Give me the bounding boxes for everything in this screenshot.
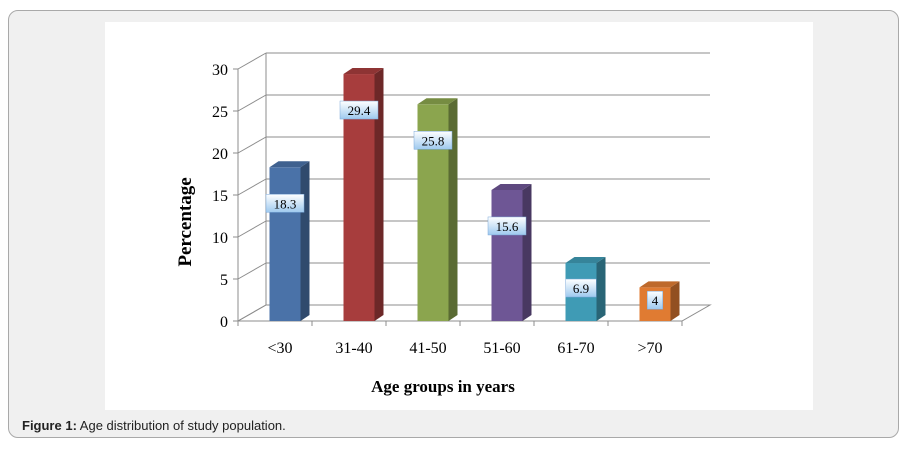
x-tick-label: 51-60 — [483, 340, 520, 357]
bar-front — [491, 189, 523, 321]
data-label: 18.3 — [265, 194, 305, 213]
bars — [269, 68, 680, 321]
x-tick-label: <30 — [267, 340, 292, 357]
figure-caption: Figure 1: Age distribution of study popu… — [22, 418, 286, 433]
data-label-text: 4 — [652, 293, 659, 308]
y-tick-label: 15 — [212, 188, 228, 205]
gridline-diagonal — [237, 262, 267, 280]
gridline-diagonal — [237, 52, 267, 70]
bar-top — [343, 68, 384, 75]
y-tick-label: 30 — [212, 62, 228, 79]
bar-side — [596, 257, 606, 321]
data-labels: 18.3 29.4 25.8 15.6 6.9 4 — [265, 100, 663, 310]
chart-panel: 0 5 10 15 20 25 30 <30 31-40 41-50 51-60 61-70 >70 1… — [105, 22, 813, 410]
data-label-box — [565, 278, 597, 298]
gridline-diagonal — [237, 94, 267, 112]
data-label-box — [265, 194, 305, 213]
bar-side — [448, 98, 458, 321]
bar-top — [269, 161, 310, 168]
bar-side — [300, 161, 310, 321]
gridline-diagonal — [237, 220, 267, 238]
data-label-text: 29.4 — [348, 103, 371, 118]
y-axis-title: Percentage — [175, 177, 196, 266]
bar-front — [269, 167, 301, 321]
data-label-text: 15.6 — [496, 219, 519, 234]
data-label-box — [647, 290, 663, 310]
bar-side — [374, 68, 384, 321]
y-tick-label: 20 — [212, 146, 228, 163]
data-label: 4 — [647, 290, 663, 310]
data-label: 25.8 — [413, 131, 453, 150]
bar-chart: 0 5 10 15 20 25 30 <30 31-40 41-50 51-60 61-70 >70 1… — [175, 52, 712, 396]
bar-side — [522, 183, 532, 321]
bar-51-60 — [491, 183, 532, 321]
data-label-box — [413, 131, 453, 150]
data-label: 6.9 — [565, 278, 597, 298]
data-label-text: 6.9 — [573, 281, 589, 296]
bar-top — [639, 281, 680, 288]
bar-top — [417, 98, 458, 105]
y-tick-label: 0 — [220, 314, 228, 331]
x-tick-label: 61-70 — [557, 340, 594, 357]
data-label-text: 18.3 — [274, 196, 297, 211]
x-axis-title: Age groups in years — [371, 377, 515, 396]
bar-top — [565, 257, 606, 264]
data-label: 15.6 — [487, 216, 527, 236]
data-label-box — [339, 100, 379, 120]
y-tick-label: 25 — [212, 104, 228, 121]
bar-top — [491, 183, 532, 190]
caption-text: Age distribution of study population. — [76, 418, 286, 433]
data-label: 29.4 — [339, 100, 379, 120]
data-label-box — [487, 216, 527, 236]
x-tick-label: >70 — [637, 340, 662, 357]
axes: 0 5 10 15 20 25 30 <30 31-40 41-50 51-60 61-70 >70 — [212, 62, 712, 357]
y-tick-label: 10 — [212, 230, 228, 247]
bar-side — [670, 281, 680, 321]
x-tick-label: 41-50 — [409, 340, 446, 357]
x-tick-label: 31-40 — [335, 340, 372, 357]
data-label-text: 25.8 — [422, 133, 445, 148]
y-tick-label: 5 — [220, 272, 228, 289]
caption-label: Figure 1: — [22, 418, 77, 433]
bar-<30 — [269, 161, 310, 321]
gridline-diagonal — [237, 178, 267, 196]
gridline-diagonal — [237, 136, 267, 154]
